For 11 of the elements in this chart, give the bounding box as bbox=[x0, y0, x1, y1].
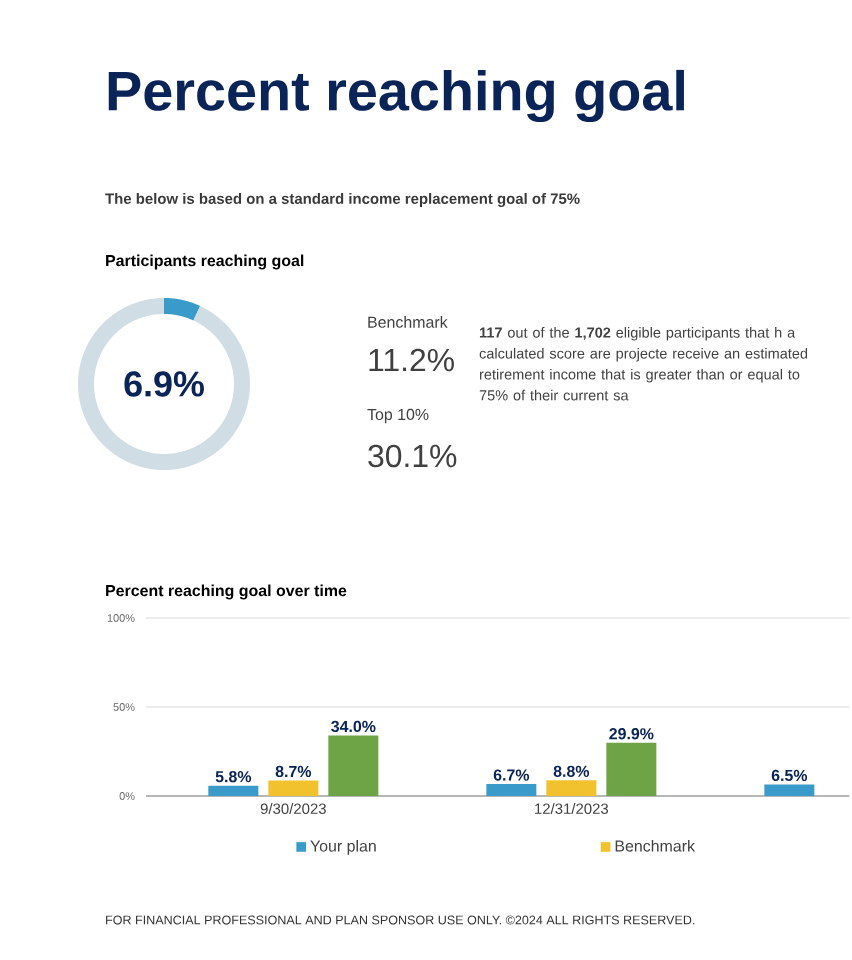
bar bbox=[606, 742, 657, 796]
text: 30.1% bbox=[368, 444, 457, 468]
bar bbox=[328, 735, 379, 796]
text: 11.2% bbox=[369, 348, 454, 372]
text: 6.9% bbox=[124, 371, 204, 397]
text: Percent reaching goal bbox=[108, 69, 684, 123]
bar bbox=[764, 784, 815, 796]
bar bbox=[208, 785, 259, 796]
bar bbox=[486, 784, 537, 796]
bar bbox=[546, 780, 597, 796]
bar bbox=[268, 780, 319, 796]
